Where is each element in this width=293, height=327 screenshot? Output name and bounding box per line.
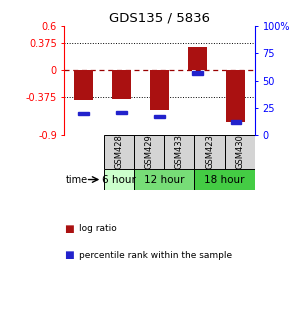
Bar bbox=[188, 46, 207, 70]
Text: percentile rank within the sample: percentile rank within the sample bbox=[79, 250, 232, 260]
Text: log ratio: log ratio bbox=[79, 224, 117, 233]
Bar bbox=[154, 115, 165, 118]
Bar bbox=[193, 71, 203, 75]
Bar bbox=[231, 120, 241, 124]
Text: GSM429: GSM429 bbox=[145, 134, 154, 169]
Text: GSM433: GSM433 bbox=[175, 134, 184, 169]
Text: GSM428: GSM428 bbox=[114, 134, 123, 169]
Text: 18 hour: 18 hour bbox=[205, 175, 245, 184]
Bar bbox=[116, 111, 127, 114]
Text: GSM430: GSM430 bbox=[235, 134, 244, 169]
Text: 12 hour: 12 hour bbox=[144, 175, 185, 184]
Bar bbox=[134, 135, 164, 169]
Bar bbox=[74, 70, 93, 100]
Title: GDS135 / 5836: GDS135 / 5836 bbox=[109, 12, 210, 25]
Text: ■: ■ bbox=[64, 250, 74, 260]
Text: time: time bbox=[66, 175, 88, 184]
Bar bbox=[164, 135, 195, 169]
Bar bbox=[150, 70, 169, 110]
Bar bbox=[226, 70, 245, 122]
Bar bbox=[104, 169, 134, 190]
Bar bbox=[104, 135, 134, 169]
Bar bbox=[195, 135, 225, 169]
Bar bbox=[134, 169, 195, 190]
Text: GSM423: GSM423 bbox=[205, 134, 214, 169]
Bar bbox=[195, 169, 255, 190]
Text: 6 hour: 6 hour bbox=[102, 175, 136, 184]
Bar bbox=[78, 112, 89, 115]
Text: ■: ■ bbox=[64, 224, 74, 234]
Bar bbox=[225, 135, 255, 169]
Bar bbox=[112, 70, 131, 99]
